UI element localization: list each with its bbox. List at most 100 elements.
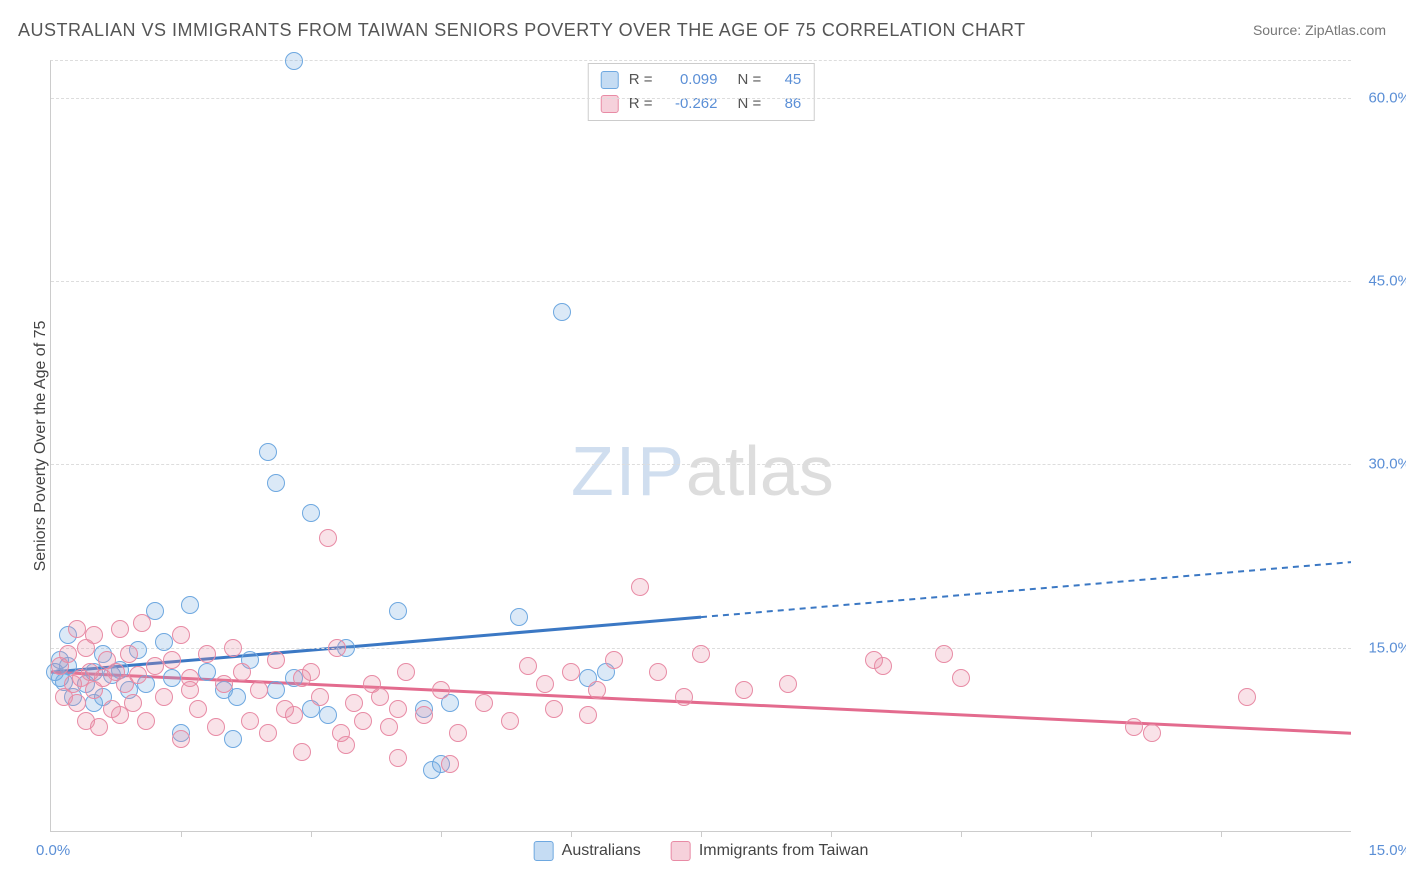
y-tick-label: 15.0%: [1368, 639, 1406, 656]
data-point-taiwan: [371, 688, 389, 706]
y-tick-label: 60.0%: [1368, 89, 1406, 106]
data-point-taiwan: [562, 663, 580, 681]
data-point-taiwan: [59, 645, 77, 663]
data-point-taiwan: [952, 669, 970, 687]
data-point-taiwan: [1143, 724, 1161, 742]
data-point-taiwan: [259, 724, 277, 742]
data-point-australians: [510, 608, 528, 626]
data-point-taiwan: [250, 681, 268, 699]
data-point-taiwan: [207, 718, 225, 736]
source-label: Source: ZipAtlas.com: [1253, 22, 1386, 38]
data-point-taiwan: [380, 718, 398, 736]
data-point-taiwan: [874, 657, 892, 675]
data-point-australians: [163, 669, 181, 687]
data-point-taiwan: [172, 730, 190, 748]
data-point-taiwan: [1238, 688, 1256, 706]
x-tick-mark: [961, 831, 962, 837]
data-point-taiwan: [68, 694, 86, 712]
data-point-taiwan: [267, 651, 285, 669]
data-point-taiwan: [536, 675, 554, 693]
x-tick-mark: [311, 831, 312, 837]
data-point-taiwan: [124, 694, 142, 712]
stats-row-australians: R = 0.099 N = 45: [601, 68, 802, 92]
data-point-taiwan: [1125, 718, 1143, 736]
data-point-taiwan: [224, 639, 242, 657]
data-point-australians: [181, 596, 199, 614]
legend-swatch-taiwan: [671, 841, 691, 861]
data-point-australians: [302, 504, 320, 522]
data-point-taiwan: [588, 681, 606, 699]
data-point-taiwan: [545, 700, 563, 718]
gridline: [51, 98, 1351, 99]
data-point-taiwan: [354, 712, 372, 730]
legend-swatch-australians: [534, 841, 554, 861]
legend-item-australians: Australians: [534, 841, 641, 861]
data-point-taiwan: [198, 645, 216, 663]
data-point-australians: [285, 52, 303, 70]
data-point-taiwan: [146, 657, 164, 675]
x-tick-mark: [701, 831, 702, 837]
data-point-taiwan: [111, 620, 129, 638]
data-point-australians: [267, 681, 285, 699]
data-point-taiwan: [675, 688, 693, 706]
data-point-taiwan: [519, 657, 537, 675]
data-point-taiwan: [605, 651, 623, 669]
data-point-taiwan: [475, 694, 493, 712]
data-point-australians: [259, 443, 277, 461]
x-tick-mark: [1091, 831, 1092, 837]
gridline: [51, 281, 1351, 282]
data-point-taiwan: [241, 712, 259, 730]
data-point-australians: [198, 663, 216, 681]
data-point-taiwan: [735, 681, 753, 699]
x-tick-mark: [831, 831, 832, 837]
x-tick-mark: [1221, 831, 1222, 837]
data-point-taiwan: [779, 675, 797, 693]
data-point-taiwan: [68, 620, 86, 638]
data-point-taiwan: [579, 706, 597, 724]
data-point-taiwan: [172, 626, 190, 644]
data-point-taiwan: [189, 700, 207, 718]
chart-title: AUSTRALIAN VS IMMIGRANTS FROM TAIWAN SEN…: [18, 20, 1026, 41]
gridline: [51, 464, 1351, 465]
data-point-taiwan: [285, 706, 303, 724]
x-tick-mark: [181, 831, 182, 837]
stats-box: R = 0.099 N = 45 R = -0.262 N = 86: [588, 63, 815, 121]
x-tick-min: 0.0%: [36, 842, 70, 859]
watermark: ZIPatlas: [571, 431, 834, 511]
data-point-australians: [224, 730, 242, 748]
data-point-taiwan: [319, 529, 337, 547]
data-point-taiwan: [120, 645, 138, 663]
data-point-taiwan: [302, 663, 320, 681]
data-point-taiwan: [432, 681, 450, 699]
data-point-taiwan: [441, 755, 459, 773]
data-point-australians: [389, 602, 407, 620]
data-point-taiwan: [415, 706, 433, 724]
plot-area: Seniors Poverty Over the Age of 75 ZIPat…: [50, 60, 1351, 832]
data-point-taiwan: [501, 712, 519, 730]
x-tick-max: 15.0%: [1368, 842, 1406, 859]
stats-swatch-australians: [601, 71, 619, 89]
data-point-taiwan: [155, 688, 173, 706]
y-tick-label: 30.0%: [1368, 456, 1406, 473]
data-point-taiwan: [311, 688, 329, 706]
data-point-taiwan: [345, 694, 363, 712]
data-point-taiwan: [129, 666, 147, 684]
data-point-australians: [319, 706, 337, 724]
data-point-taiwan: [133, 614, 151, 632]
data-point-taiwan: [293, 743, 311, 761]
data-point-australians: [553, 303, 571, 321]
data-point-taiwan: [692, 645, 710, 663]
y-axis-label: Seniors Poverty Over the Age of 75: [32, 321, 50, 572]
data-point-taiwan: [85, 626, 103, 644]
data-point-taiwan: [137, 712, 155, 730]
data-point-taiwan: [328, 639, 346, 657]
data-point-taiwan: [649, 663, 667, 681]
legend: Australians Immigrants from Taiwan: [534, 841, 869, 861]
chart-container: AUSTRALIAN VS IMMIGRANTS FROM TAIWAN SEN…: [0, 0, 1406, 892]
data-point-australians: [267, 474, 285, 492]
data-point-taiwan: [449, 724, 467, 742]
y-tick-label: 45.0%: [1368, 273, 1406, 290]
data-point-taiwan: [181, 681, 199, 699]
data-point-taiwan: [397, 663, 415, 681]
data-point-taiwan: [631, 578, 649, 596]
